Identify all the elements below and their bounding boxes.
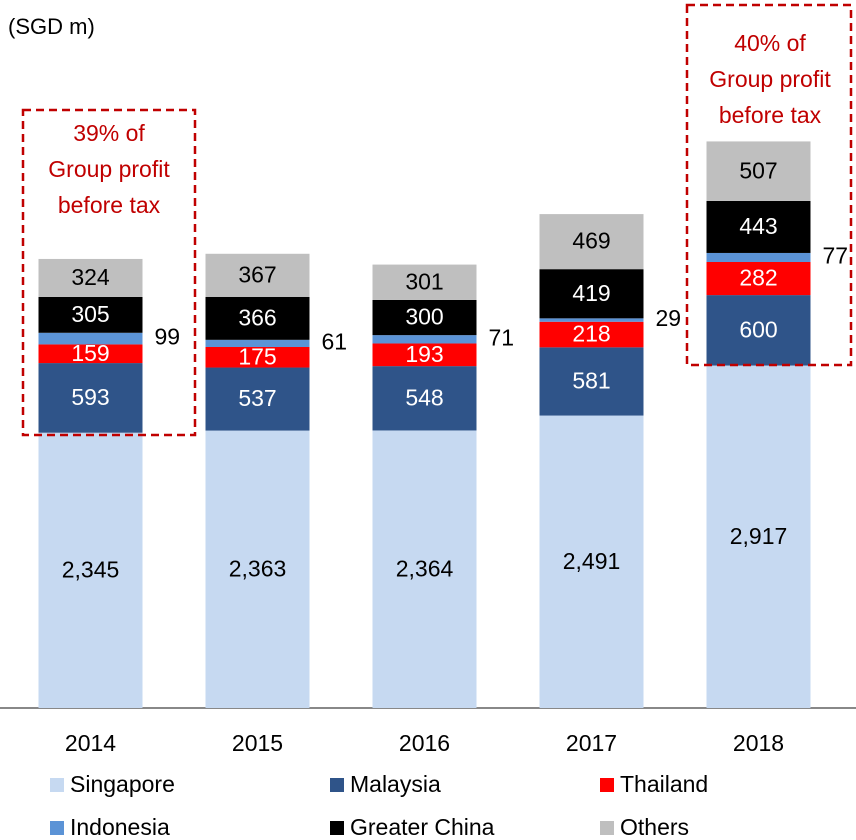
data-label: 324	[71, 264, 110, 290]
data-label: 507	[739, 157, 777, 183]
bar-segment	[372, 343, 477, 367]
legend-swatch	[330, 821, 344, 835]
bar-segment	[706, 365, 811, 708]
data-label: 29	[656, 305, 682, 331]
annotation-text: 40% of	[734, 30, 806, 56]
x-tick-label: 2014	[65, 730, 116, 756]
annotation-text: 39% of	[73, 120, 145, 146]
data-label: 581	[572, 368, 610, 394]
legend-label: Greater China	[350, 814, 495, 840]
bar-segment	[539, 269, 644, 319]
data-label: 61	[322, 328, 348, 354]
legend-label: Malaysia	[350, 771, 441, 797]
bar-segment	[539, 214, 644, 270]
bar-segment	[38, 432, 143, 708]
data-label: 2,491	[563, 548, 621, 574]
data-label: 2,364	[396, 555, 454, 581]
data-label: 175	[238, 343, 276, 369]
data-label: 469	[572, 228, 610, 254]
data-label: 193	[405, 341, 443, 367]
bar-segment	[372, 430, 477, 708]
bar-segment	[706, 252, 811, 262]
bar-segment	[706, 200, 811, 253]
bar-segment	[38, 363, 143, 433]
data-label: 218	[572, 321, 610, 347]
x-tick-label: 2015	[232, 730, 283, 756]
legend-label: Indonesia	[70, 814, 170, 840]
bar-segment	[372, 335, 477, 344]
bar-segment	[539, 321, 644, 348]
legend-label: Thailand	[620, 771, 708, 797]
bar-segment	[706, 141, 811, 201]
bar-segment	[205, 339, 310, 347]
annotation-text: Group profit	[48, 156, 170, 182]
legend-swatch	[600, 821, 614, 835]
bar-segment	[205, 253, 310, 297]
legend-label: Singapore	[70, 771, 175, 797]
data-label: 301	[405, 268, 443, 294]
data-label: 593	[71, 384, 109, 410]
data-label: 71	[489, 324, 515, 350]
bar-segment	[205, 296, 310, 340]
bar-segment	[205, 367, 310, 431]
bar-segment	[38, 296, 143, 333]
unit-label: (SGD m)	[8, 14, 95, 39]
bar-segment	[205, 430, 310, 708]
legend-label: Others	[620, 814, 689, 840]
data-label: 548	[405, 384, 443, 410]
annotation-text: Group profit	[709, 66, 831, 92]
x-tick-label: 2017	[566, 730, 617, 756]
bar-segment	[38, 332, 143, 345]
data-label: 300	[405, 304, 443, 330]
bar-segment	[706, 295, 811, 366]
bar-segment	[38, 258, 143, 297]
bar-segment	[372, 264, 477, 300]
legend-swatch	[50, 821, 64, 835]
bar-segment	[706, 261, 811, 296]
annotation-text: before tax	[58, 192, 161, 218]
data-label: 2,917	[730, 523, 788, 549]
annotation-text: before tax	[719, 102, 822, 128]
annotation-box	[685, 3, 853, 367]
data-label: 366	[238, 304, 276, 330]
data-label: 419	[572, 280, 610, 306]
bar-segment	[372, 366, 477, 431]
data-label: 367	[238, 261, 276, 287]
legend-swatch	[330, 778, 344, 792]
data-label: 77	[823, 243, 849, 269]
x-tick-label: 2016	[399, 730, 450, 756]
bar-segment	[539, 347, 644, 416]
data-label: 305	[71, 301, 109, 327]
data-label: 282	[739, 265, 777, 291]
legend-swatch	[600, 778, 614, 792]
legend-swatch	[50, 778, 64, 792]
x-tick-label: 2018	[733, 730, 784, 756]
data-label: 2,363	[229, 555, 287, 581]
data-label: 600	[739, 316, 777, 342]
bar-segment	[539, 415, 644, 708]
data-label: 2,345	[62, 556, 120, 582]
bar-segment	[372, 299, 477, 336]
bar-segment	[38, 344, 143, 364]
bar-segment	[205, 346, 310, 368]
bar-segment	[539, 318, 644, 322]
data-label: 537	[238, 385, 276, 411]
data-label: 99	[155, 324, 181, 350]
data-label: 443	[739, 213, 777, 239]
annotation-box	[21, 108, 197, 437]
